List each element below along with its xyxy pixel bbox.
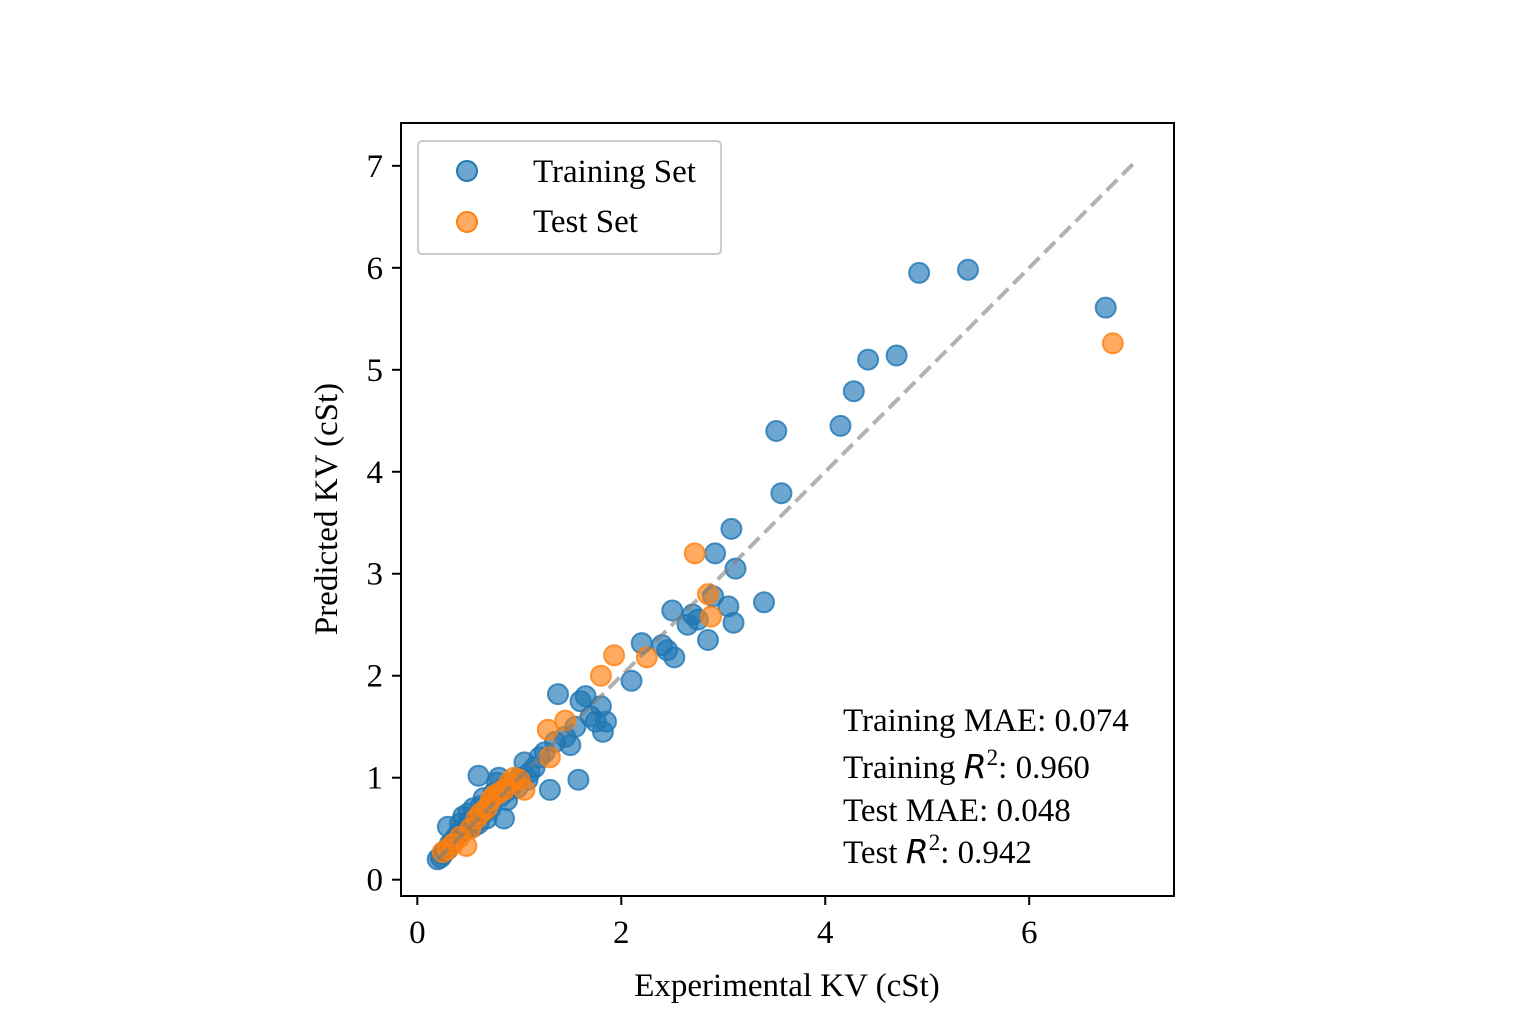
x-tick-label-1: 2 [613, 915, 630, 951]
x-tick-label-2: 4 [817, 915, 834, 951]
y-tick-label-0: 0 [367, 863, 384, 899]
training-point-59 [620, 669, 643, 692]
y-tick-label-7: 7 [367, 149, 384, 185]
training-point-76 [765, 420, 788, 442]
legend-marker-training [456, 160, 478, 182]
x-tick-label-3: 6 [1021, 915, 1038, 951]
y-axis: 0 1 2 3 4 5 6 7 [367, 149, 401, 899]
training-point-84 [1094, 296, 1117, 319]
training-point-73 [722, 611, 745, 634]
y-tick-label-1: 1 [367, 761, 384, 797]
training-point-74 [724, 557, 747, 580]
metrics-annotation: Training MAE: 0.074 Training R2: 0.960 T… [843, 703, 1129, 871]
reference-line [436, 159, 1138, 861]
training-point-51 [567, 768, 590, 791]
test-point-25 [700, 605, 722, 628]
test-point-23 [683, 542, 706, 565]
training-point-81 [885, 344, 908, 367]
training-point-80 [857, 348, 880, 371]
y-tick-label-4: 4 [367, 455, 384, 491]
training-point-45 [538, 778, 561, 801]
training-point-83 [957, 258, 979, 281]
legend-label-training: Training Set [533, 154, 696, 190]
training-point-77 [770, 482, 793, 505]
training-point-21 [467, 764, 490, 787]
x-axis: 0 2 4 6 [409, 896, 1037, 951]
training-point-53 [574, 685, 597, 708]
y-tick-label-3: 3 [367, 557, 384, 593]
training-point-79 [842, 380, 865, 403]
training-point-82 [908, 261, 931, 284]
training-point-47 [547, 683, 569, 706]
training-point-63 [661, 599, 684, 622]
test-point-17 [536, 718, 559, 741]
legend: Training Set Test Set [417, 140, 722, 255]
legend-marker-test [456, 211, 478, 233]
test-point-16 [513, 778, 536, 801]
y-tick-label-6: 6 [367, 251, 384, 287]
test-point-18 [538, 746, 561, 769]
y-tick-label-5: 5 [367, 353, 384, 389]
y-axis-label: Predicted KV (cSt) [309, 383, 345, 635]
legend-box [417, 140, 722, 255]
x-tick-label-0: 0 [409, 915, 426, 951]
training-point-68 [697, 629, 719, 651]
training-point-49 [559, 734, 582, 757]
training-point-64 [663, 646, 686, 669]
training-point-70 [704, 542, 727, 565]
metric-test-mae: Test MAE: 0.048 [843, 793, 1071, 829]
test-point-26 [1101, 332, 1124, 355]
legend-label-test: Test Set [533, 204, 638, 240]
training-point-78 [829, 414, 852, 437]
training-point-58 [595, 710, 617, 733]
y-tick-label-2: 2 [367, 659, 384, 695]
test-point-24 [697, 583, 719, 606]
metric-training-mae: Training MAE: 0.074 [843, 703, 1129, 739]
training-point-72 [720, 517, 743, 540]
metric-training-r2: Training R2: 0.960 [843, 745, 1090, 786]
training-point-75 [753, 591, 775, 614]
x-axis-label: Experimental KV (cSt) [634, 968, 939, 1004]
test-point-21 [603, 644, 626, 667]
metric-test-r2: Test R2: 0.942 [843, 830, 1032, 871]
test-point-20 [589, 664, 612, 687]
plot-frame [400, 122, 1175, 897]
